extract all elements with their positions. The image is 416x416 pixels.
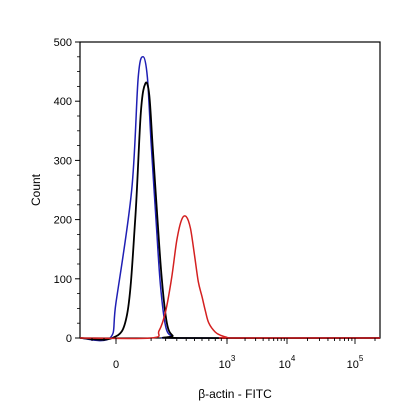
- y-axis: 0 100 200 300 400 500: [54, 37, 80, 345]
- y-tick-label: 300: [54, 155, 72, 167]
- x-axis-label: β-actin - FITC: [198, 387, 272, 401]
- histogram-series-2: [79, 81, 381, 341]
- y-tick-label: 500: [54, 37, 72, 49]
- histogram-series-3: [79, 215, 381, 340]
- series-layer: [79, 56, 381, 342]
- y-tick-label: 100: [54, 274, 72, 286]
- x-tick-label: 104: [279, 354, 296, 371]
- y-axis-label: Count: [29, 173, 43, 206]
- plot-frame: [79, 41, 381, 339]
- y-tick-label: 200: [54, 215, 72, 227]
- x-tick-label: 0: [113, 359, 119, 371]
- histogram-series-1: [79, 56, 381, 342]
- x-tick-label: 103: [219, 354, 236, 371]
- y-tick-label: 400: [54, 96, 72, 108]
- y-tick-label: 0: [66, 333, 72, 345]
- x-axis: 0 103 104 105: [91, 338, 376, 371]
- x-tick-label: 105: [347, 354, 364, 371]
